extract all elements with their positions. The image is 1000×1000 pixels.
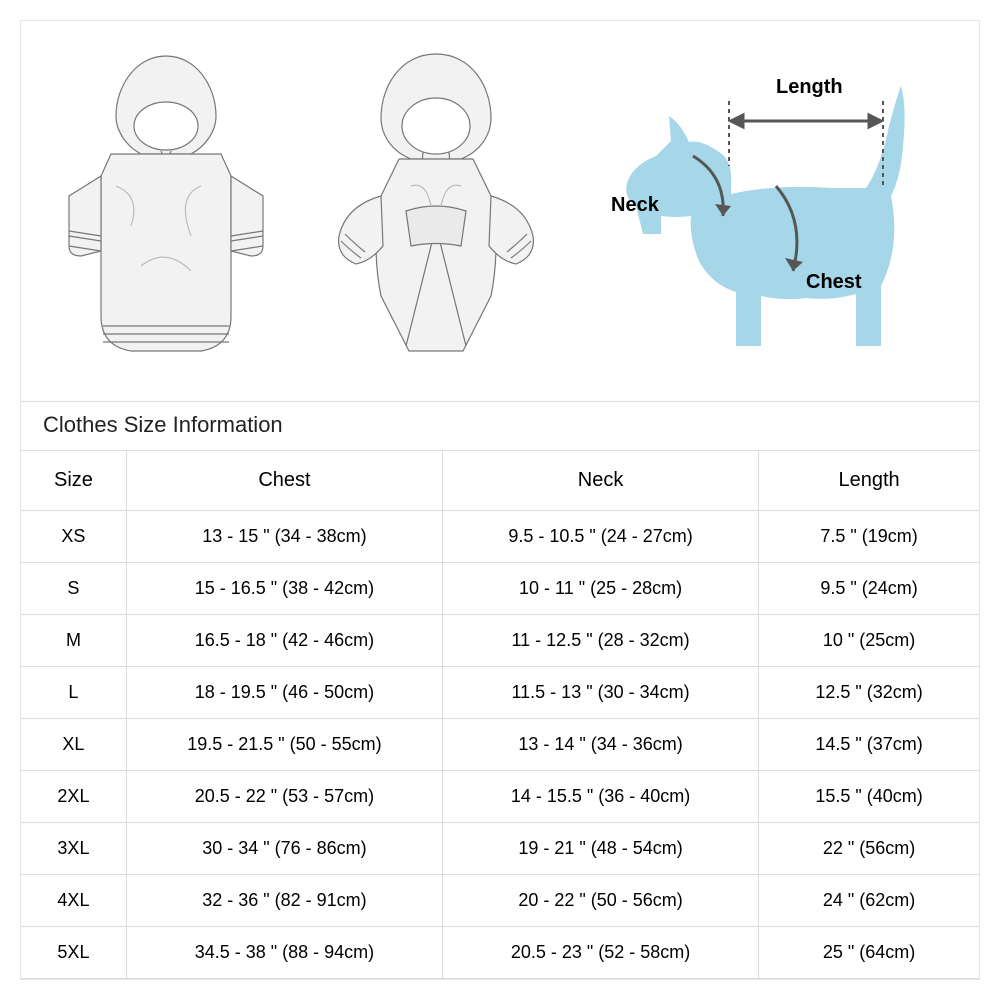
size-chart-frame: Length Neck Chest Clothes Size Informati… [20,20,980,980]
table-title: Clothes Size Information [21,401,979,451]
illustration-row: Length Neck Chest [21,21,979,401]
cell-length: 7.5 " (19cm) [759,511,979,563]
cell-neck: 10 - 11 " (25 - 28cm) [443,563,759,615]
col-header-chest: Chest [126,451,442,511]
length-arrow-icon [729,101,883,186]
table-header-row: Size Chest Neck Length [21,451,979,511]
cell-length: 9.5 " (24cm) [759,563,979,615]
dog-measurement-diagram: Length Neck Chest [581,46,961,376]
cell-chest: 19.5 - 21.5 " (50 - 55cm) [126,719,442,771]
cell-neck: 20.5 - 23 " (52 - 58cm) [443,927,759,979]
cell-neck: 9.5 - 10.5 " (24 - 27cm) [443,511,759,563]
cell-length: 12.5 " (32cm) [759,667,979,719]
garment-sketch-back [41,46,291,376]
cell-size: M [21,615,126,667]
cell-size: 3XL [21,823,126,875]
cell-neck: 19 - 21 " (48 - 54cm) [443,823,759,875]
cell-size: XL [21,719,126,771]
length-label: Length [776,76,843,99]
cell-neck: 13 - 14 " (34 - 36cm) [443,719,759,771]
cell-chest: 18 - 19.5 " (46 - 50cm) [126,667,442,719]
cell-length: 24 " (62cm) [759,875,979,927]
cell-neck: 11 - 12.5 " (28 - 32cm) [443,615,759,667]
cell-size: XS [21,511,126,563]
cell-chest: 15 - 16.5 " (38 - 42cm) [126,563,442,615]
cell-length: 15.5 " (40cm) [759,771,979,823]
table-row: M16.5 - 18 " (42 - 46cm)11 - 12.5 " (28 … [21,615,979,667]
table-row: XS13 - 15 " (34 - 38cm)9.5 - 10.5 " (24 … [21,511,979,563]
table-row: 4XL32 - 36 " (82 - 91cm)20 - 22 " (50 - … [21,875,979,927]
table-row: XL19.5 - 21.5 " (50 - 55cm)13 - 14 " (34… [21,719,979,771]
col-header-neck: Neck [443,451,759,511]
cell-size: 4XL [21,875,126,927]
col-header-size: Size [21,451,126,511]
cell-chest: 20.5 - 22 " (53 - 57cm) [126,771,442,823]
cell-length: 14.5 " (37cm) [759,719,979,771]
cell-neck: 11.5 - 13 " (30 - 34cm) [443,667,759,719]
col-header-length: Length [759,451,979,511]
cell-size: S [21,563,126,615]
cell-length: 25 " (64cm) [759,927,979,979]
table-row: 3XL30 - 34 " (76 - 86cm)19 - 21 " (48 - … [21,823,979,875]
cell-chest: 34.5 - 38 " (88 - 94cm) [126,927,442,979]
garment-sketch-front [311,46,561,376]
neck-label: Neck [611,194,659,217]
cell-length: 10 " (25cm) [759,615,979,667]
table-row: 2XL20.5 - 22 " (53 - 57cm)14 - 15.5 " (3… [21,771,979,823]
cell-neck: 14 - 15.5 " (36 - 40cm) [443,771,759,823]
cell-chest: 32 - 36 " (82 - 91cm) [126,875,442,927]
cell-size: 5XL [21,927,126,979]
cell-size: 2XL [21,771,126,823]
size-table: Size Chest Neck Length XS13 - 15 " (34 -… [21,451,979,980]
cell-neck: 20 - 22 " (50 - 56cm) [443,875,759,927]
cell-chest: 13 - 15 " (34 - 38cm) [126,511,442,563]
cell-chest: 30 - 34 " (76 - 86cm) [126,823,442,875]
table-row: L18 - 19.5 " (46 - 50cm)11.5 - 13 " (30 … [21,667,979,719]
cell-chest: 16.5 - 18 " (42 - 46cm) [126,615,442,667]
table-row: S15 - 16.5 " (38 - 42cm)10 - 11 " (25 - … [21,563,979,615]
cell-length: 22 " (56cm) [759,823,979,875]
dog-silhouette-icon [626,86,904,346]
table-row: 5XL34.5 - 38 " (88 - 94cm)20.5 - 23 " (5… [21,927,979,979]
chest-label: Chest [806,271,862,294]
cell-size: L [21,667,126,719]
